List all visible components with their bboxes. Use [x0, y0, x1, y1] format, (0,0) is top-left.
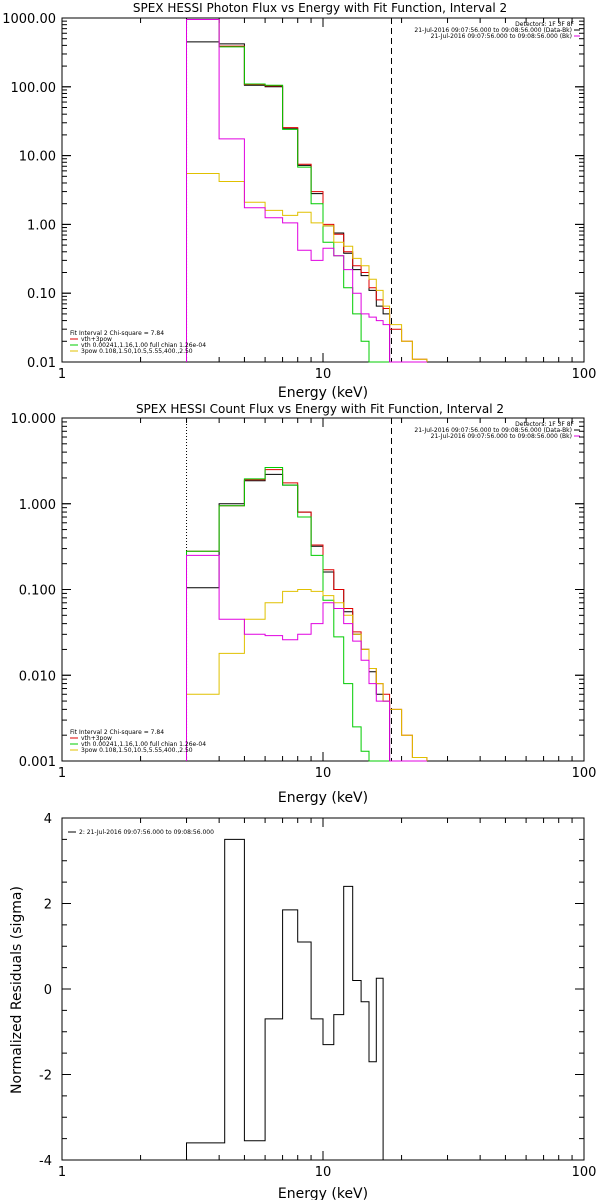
panel3-y-tick-label: 4	[44, 812, 52, 827]
panel3-series-residuals	[186, 838, 392, 1161]
panel2-legend-entry: 21-Jul-2016 09:07:56.000 to 09:08:56.000…	[414, 427, 572, 434]
panel1-series-vth-3pow	[186, 19, 428, 362]
panel3-x-axis-label: Energy (keV)	[278, 1186, 368, 1200]
panel1-series-bk	[186, 19, 427, 363]
panel2-x-tick-label: 10	[315, 766, 332, 781]
panel1-legend-entry: 21-Jul-2016 09:07:56.000 to 09:08:56.000…	[414, 27, 572, 34]
panel1-legend-header: Detectors: 1F 3F 8F	[515, 21, 574, 28]
panel2-x-tick-label: 1	[58, 766, 66, 781]
panel2-legend-entry: 21-Jul-2016 09:07:56.000 to 09:08:56.000…	[431, 433, 572, 440]
panel1-x-tick-label: 100	[572, 367, 597, 382]
panel3-y-axis-label: Normalized Residuals (sigma)	[9, 886, 25, 1094]
panel1-y-tick-label: 1.00	[27, 218, 56, 233]
panel2-series-3pow	[186, 589, 428, 761]
panel3-y-tick-label: 0	[44, 983, 52, 998]
panel1-legend-entry: 21-Jul-2016 09:07:56.000 to 09:08:56.000…	[431, 33, 572, 40]
panel1-y-tick-label: 10.00	[19, 150, 56, 165]
panel1-fit-legend-entry: vth+3pow	[81, 336, 112, 343]
panel1-series-vth	[186, 19, 427, 363]
panel1-series-3pow	[186, 173, 428, 362]
panel3-x-tick-label: 10	[315, 1165, 332, 1180]
panel2-x-tick-label: 100	[572, 766, 597, 781]
panel1-title: SPEX HESSI Photon Flux vs Energy with Fi…	[133, 1, 507, 15]
panel3-frame	[61, 817, 585, 1161]
panel1-y-tick-label: 0.01	[27, 356, 56, 371]
panel1-x-axis-label: Energy (keV)	[278, 385, 368, 401]
panel1-axes: 1 10 100 0.01 0.10 1.00 10.00 100.00 1000.00	[2, 12, 596, 382]
panel2-fit-legend-entry: vth 0.00241,1.16,1.00 full chian 1.26e-0…	[81, 741, 206, 748]
count-flux-panel: SPEX HESSI Count Flux vs Energy with Fit…	[11, 402, 597, 806]
panel2-series	[186, 418, 428, 762]
photon-flux-panel: SPEX HESSI Photon Flux vs Energy with Fi…	[2, 1, 596, 401]
panel3-legend-entry: 2: 21-Jul-2016 09:07:56.000 to 09:08:56.…	[79, 829, 214, 836]
panel1-x-tick-label: 10	[315, 367, 332, 382]
panel1-y-tick-label: 0.10	[27, 287, 56, 302]
panel1-series-data-bk	[186, 41, 427, 363]
panel2-y-tick-label: 1.000	[19, 498, 56, 513]
panel2-legend-header: Detectors: 1F 3F 8F	[515, 421, 574, 428]
panel3-series	[186, 838, 392, 1161]
panel3-x-tick-label: 1	[58, 1165, 66, 1180]
panel1-y-tick-label: 100.00	[11, 81, 57, 96]
panel2-x-axis-label: Energy (keV)	[278, 790, 368, 806]
panel1-y-tick-label: 1000.00	[2, 12, 56, 27]
panel3-y-tick-label: -2	[39, 1069, 52, 1084]
panel1-series	[186, 18, 428, 363]
panel2-y-tick-label: 0.010	[19, 669, 56, 684]
panel2-axes: 1 10 100 0.001 0.010 0.100 1.000 10.000	[11, 412, 597, 781]
residuals-panel: Energy (keV) Normalized Residuals (sigma…	[9, 812, 596, 1200]
panel2-fit-legend-header: Fit Interval 2 Chi-square = 7.84	[70, 729, 164, 736]
panel2-y-tick-label: 0.100	[19, 584, 56, 599]
panel3-y-tick-label: -4	[39, 1154, 52, 1169]
panel3-legend: 2: 21-Jul-2016 09:07:56.000 to 09:08:56.…	[68, 829, 214, 836]
panel2-title: SPEX HESSI Count Flux vs Energy with Fit…	[136, 402, 504, 416]
panel1-fit-legend-header: Fit Interval 2 Chi-square = 7.84	[70, 330, 164, 337]
panel3-axes: 1 10 100 -4 -2 0 2 4	[39, 812, 596, 1180]
panel3-x-tick-label: 100	[572, 1165, 597, 1180]
panel2-fit-legend-entry: 3pow 0.108,1.50,10.5,5.55,400.,2.50	[81, 747, 193, 754]
panel2-y-tick-label: 0.001	[19, 755, 56, 770]
panel3-y-tick-label: 2	[44, 898, 52, 913]
panel1-frame	[61, 17, 585, 363]
panel2-series-vth	[186, 467, 427, 762]
panel1-fit-legend-entry: vth 0.00241,1.16,1.00 full chian 1.26e-0…	[81, 342, 206, 349]
panel1-x-tick-label: 1	[58, 367, 66, 382]
panel2-series-vth-3pow	[186, 469, 428, 761]
panel2-y-tick-label: 10.000	[11, 412, 57, 427]
panel1-fit-legend-entry: 3pow 0.108,1.50,10.5,5.55,400.,2.50	[81, 348, 193, 355]
panel2-fit-legend-entry: vth+3pow	[81, 735, 112, 742]
panel2-series-bk	[186, 554, 427, 762]
